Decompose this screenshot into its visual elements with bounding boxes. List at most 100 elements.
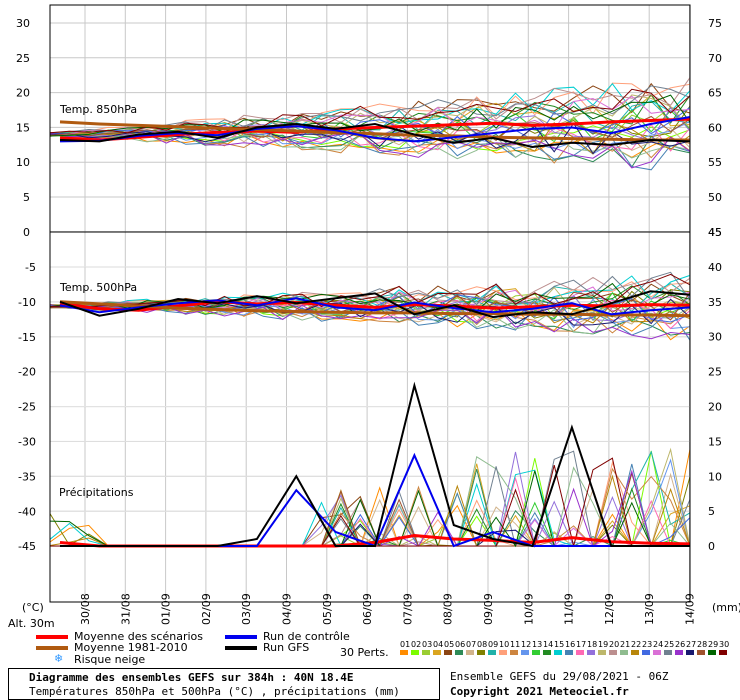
- pert-number: 01: [400, 640, 411, 649]
- x-tick-label: 05/09: [321, 593, 334, 625]
- panel-bottom-temp-label: Temp. 500hPa: [59, 281, 137, 294]
- top-left-tick: 25: [16, 52, 30, 65]
- member-t850-line: [49, 88, 691, 134]
- legend-swatch-clim: [36, 646, 68, 650]
- x-tick-label: 12/09: [603, 593, 616, 625]
- pert-swatch: [532, 650, 540, 655]
- x-tick-label: 31/08: [119, 593, 132, 625]
- bottom-right-tick: 5: [708, 505, 715, 518]
- series-t500-line: [59, 290, 691, 319]
- pert-number: 18: [587, 640, 598, 649]
- chart-title: Diagramme des ensembles GEFS sur 384h : …: [29, 671, 354, 684]
- pert-number: 25: [664, 640, 675, 649]
- bottom-right-tick: 40: [708, 261, 722, 274]
- bottom-right-tick: 35: [708, 296, 722, 309]
- pert-swatch: [488, 650, 496, 655]
- x-tick-label: 06/09: [361, 593, 374, 625]
- pert-swatch: [433, 650, 441, 655]
- x-tick-label: 02/09: [200, 593, 213, 625]
- bottom-left-tick: -20: [18, 366, 36, 379]
- legend-swatch-control: [225, 635, 257, 639]
- bottom-left-tick: -15: [18, 331, 36, 344]
- x-tick-label: 30/08: [79, 593, 92, 625]
- pert-number: 27: [686, 640, 697, 649]
- pert-swatch: [708, 650, 716, 655]
- top-right-tick: 60: [708, 121, 722, 134]
- pert-swatch: [565, 650, 573, 655]
- pert-number: 15: [554, 640, 565, 649]
- pert-swatch: [587, 650, 595, 655]
- pert-number: 26: [675, 640, 686, 649]
- pert-number: 08: [477, 640, 488, 649]
- pert-swatch: [554, 650, 562, 655]
- bottom-left-tick: -40: [18, 505, 36, 518]
- bottom-left-tick: -5: [25, 261, 36, 274]
- pert-number: 04: [433, 640, 444, 649]
- top-right-tick: 75: [708, 17, 722, 30]
- pert-swatch: [422, 650, 430, 655]
- pert-number: 02: [411, 640, 422, 649]
- panel-top-label: Temp. 850hPa: [59, 103, 137, 116]
- pert-number: 14: [543, 640, 554, 649]
- series-t500-line: [59, 300, 691, 318]
- legend-snow: Risque neige: [74, 653, 146, 666]
- right-unit-label: (mm): [712, 601, 740, 614]
- pert-swatch: [455, 650, 463, 655]
- top-left-tick: 5: [23, 191, 30, 204]
- member-t500-line: [49, 273, 691, 309]
- bottom-right-tick: 15: [708, 435, 722, 448]
- top-right-tick: 45: [708, 226, 722, 239]
- pert-number: 05: [444, 640, 455, 649]
- pert-number: 22: [631, 640, 642, 649]
- title-box: Diagramme des ensembles GEFS sur 384h : …: [8, 668, 440, 700]
- pert-swatch: [466, 650, 474, 655]
- x-tick-label: 04/09: [281, 593, 294, 625]
- chart-subtitle: Températures 850hPa et 500hPa (°C) , pré…: [29, 685, 400, 698]
- pert-number: 30: [719, 640, 730, 649]
- member-t850-line: [49, 82, 691, 135]
- pert-swatch: [719, 650, 727, 655]
- pert-swatch: [609, 650, 617, 655]
- pert-swatch: [642, 650, 650, 655]
- bottom-right-tick: 25: [708, 366, 722, 379]
- x-tick-label: 03/09: [240, 593, 253, 625]
- pert-number: 20: [609, 640, 620, 649]
- bottom-left-tick: -35: [18, 470, 36, 483]
- bottom-right-tick: 0: [708, 540, 715, 553]
- pert-swatch: [631, 650, 639, 655]
- series-precip-line: [60, 381, 690, 548]
- pert-swatch: [686, 650, 694, 655]
- x-tick-label: 09/09: [482, 593, 495, 625]
- bottom-left-tick: -10: [18, 296, 36, 309]
- main-series-lines: [59, 116, 691, 548]
- pert-number: 19: [598, 640, 609, 649]
- legend-control: Run de contrôle: [263, 630, 350, 643]
- altitude-label: Alt. 30m: [8, 617, 55, 630]
- top-right-tick: 70: [708, 52, 722, 65]
- bottom-left-tick: -25: [18, 401, 36, 414]
- pert-number: 03: [422, 640, 433, 649]
- top-left-tick: 30: [16, 17, 30, 30]
- pert-swatch: [521, 650, 529, 655]
- run-info: Ensemble GEFS du 29/08/2021 - 06Z: [450, 670, 669, 683]
- pert-swatch: [543, 650, 551, 655]
- legend-swatch-mean: [36, 635, 68, 639]
- x-tick-label: 07/09: [401, 593, 414, 625]
- pert-swatch: [477, 650, 485, 655]
- copyright: Copyright 2021 Meteociel.fr: [450, 685, 629, 698]
- axis-ticks: 30/08 31/08 01/09 02/09 03/09 04/09 05/09 06/09…: [16, 17, 722, 625]
- top-left-tick: 20: [16, 87, 30, 100]
- pert-number: 07: [466, 640, 477, 649]
- series-t850-line: [59, 117, 691, 142]
- pert-number: 10: [499, 640, 510, 649]
- series-t850-line: [59, 116, 691, 143]
- x-tick-label: 08/09: [442, 593, 455, 625]
- snowflake-icon: ❄: [54, 652, 64, 665]
- bottom-left-tick: -45: [18, 540, 36, 553]
- bottom-right-tick: 30: [708, 331, 722, 344]
- top-right-tick: 50: [708, 191, 722, 204]
- left-unit-label: (°C): [22, 601, 44, 614]
- pert-swatch: [620, 650, 628, 655]
- panel-bottom-frame: [49, 231, 691, 603]
